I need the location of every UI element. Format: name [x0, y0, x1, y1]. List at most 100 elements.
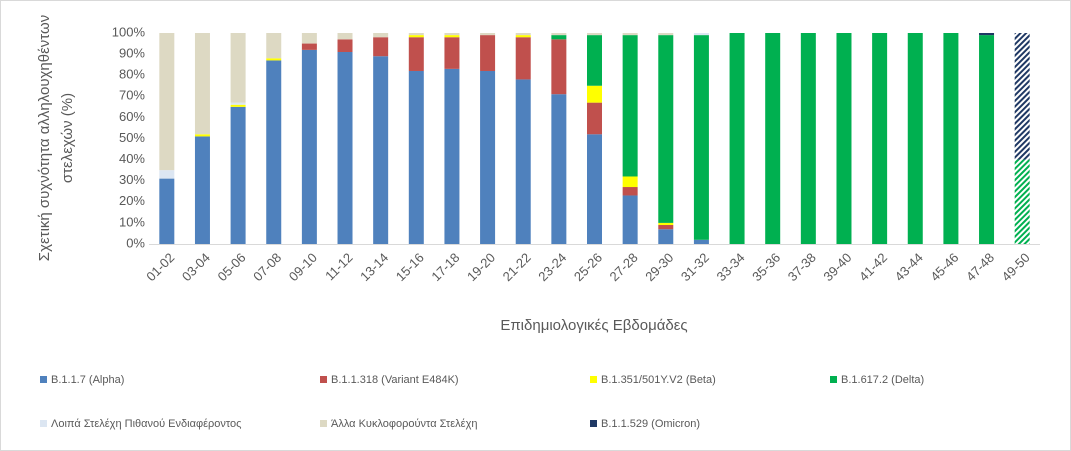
bar-segment — [444, 33, 460, 36]
legend-swatch — [830, 376, 837, 383]
bar-segment — [408, 33, 424, 36]
bar-segment — [658, 33, 674, 36]
x-axis-title: Επιδημιολογικές Εβδομάδες — [500, 317, 687, 334]
legend-label: B.1.617.2 (Delta) — [841, 374, 924, 386]
bar-segment — [729, 33, 745, 244]
bar-segment — [515, 33, 531, 36]
bar-segment — [622, 33, 638, 36]
y-tick-label: 60% — [119, 109, 145, 124]
bar-segment — [658, 229, 674, 244]
bar-segment — [301, 43, 317, 50]
bar-segment — [373, 33, 389, 38]
bar-segment — [266, 60, 282, 245]
y-axis-title: Σχετική συχνότητα αλληλουχηθέντων — [36, 15, 53, 261]
bar-segment — [266, 58, 282, 61]
y-tick-label: 30% — [119, 172, 145, 187]
bar-segment — [480, 70, 496, 244]
bar-segment — [622, 195, 638, 244]
legend-swatch — [590, 376, 597, 383]
legend-swatch — [40, 420, 47, 427]
bar-segment — [907, 33, 923, 244]
bar-segment — [480, 35, 496, 71]
bar-segment — [301, 33, 317, 44]
bar-segment — [622, 35, 638, 177]
bar-segment — [658, 35, 674, 223]
bar-segment — [943, 33, 959, 244]
bar-segment — [159, 33, 175, 171]
bar-segment — [230, 104, 246, 107]
legend-swatch — [320, 376, 327, 383]
bar-segment — [693, 33, 709, 36]
legend-swatch — [320, 420, 327, 427]
bar-segment — [551, 39, 567, 95]
bar-segment — [373, 56, 389, 245]
y-tick-label: 50% — [119, 130, 145, 145]
bar-segment — [587, 102, 602, 135]
legend-swatch — [40, 376, 47, 383]
bar-segment — [551, 33, 567, 36]
legend-label: B.1.1.529 (Omicron) — [601, 418, 700, 430]
y-tick-label: 40% — [119, 151, 145, 166]
y-axis-title: στελεχών (%) — [59, 93, 76, 183]
bar-segment — [480, 33, 496, 36]
bar-segment — [800, 33, 816, 244]
bar-segment — [551, 35, 567, 40]
bar-segment — [337, 51, 353, 244]
bar-segment — [658, 222, 674, 226]
bar-segment — [444, 37, 460, 69]
bar-segment — [872, 33, 888, 244]
bar-segment — [693, 239, 709, 244]
legend-swatch — [590, 420, 597, 427]
bar-segment — [765, 33, 781, 244]
bar-segment — [515, 35, 531, 38]
bar-segment — [159, 170, 175, 179]
bar-segment — [587, 33, 602, 36]
y-tick-label: 80% — [119, 67, 145, 82]
bar-segment — [587, 85, 602, 103]
y-tick-label: 100% — [112, 24, 146, 39]
bar-segment — [337, 33, 353, 40]
y-tick-label: 70% — [119, 88, 145, 103]
bar-segment — [194, 136, 210, 244]
bar-segment — [444, 35, 460, 38]
legend-label: B.1.351/501Y.V2 (Beta) — [601, 374, 716, 386]
bar-segment — [194, 33, 210, 135]
bar-segment — [836, 33, 852, 244]
bar-segment — [1014, 33, 1030, 160]
bar-segment — [159, 178, 175, 244]
bar-segment — [622, 187, 638, 196]
bar-segment — [408, 70, 424, 244]
legend-label: Λοιπά Στελέχη Πιθανού Ενδιαφέροντος — [51, 418, 241, 430]
bar-segment — [194, 134, 210, 137]
bar-segment — [230, 33, 246, 103]
legend-label: B.1.1.318 (Variant E484K) — [331, 374, 459, 386]
bar-segment — [266, 33, 282, 59]
bar-segment — [301, 49, 317, 244]
bar-segment — [979, 33, 995, 36]
bar-segment — [444, 68, 460, 245]
bar-segment — [230, 106, 246, 244]
bar-segment — [1014, 159, 1030, 244]
bar-segment — [622, 176, 638, 188]
bar-segment — [551, 94, 567, 244]
y-tick-label: 90% — [119, 46, 145, 61]
y-tick-label: 20% — [119, 193, 145, 208]
bar-segment — [587, 35, 602, 86]
bar-segment — [979, 35, 995, 244]
y-tick-label: 10% — [119, 214, 145, 229]
y-tick-label: 0% — [126, 235, 145, 250]
bar-segment — [587, 134, 602, 244]
legend-label: B.1.1.7 (Alpha) — [51, 374, 124, 386]
bar-segment — [230, 102, 246, 105]
legend-label: Άλλα Κυκλοφορούντα Στελέχη — [331, 418, 477, 430]
bar-segment — [658, 225, 674, 230]
bar-segment — [408, 37, 424, 71]
bar-segment — [693, 35, 709, 240]
bar-segment — [515, 37, 531, 80]
bar-segment — [337, 39, 353, 52]
bar-segment — [408, 35, 424, 38]
bar-segment — [515, 79, 531, 244]
bar-segment — [373, 37, 389, 57]
